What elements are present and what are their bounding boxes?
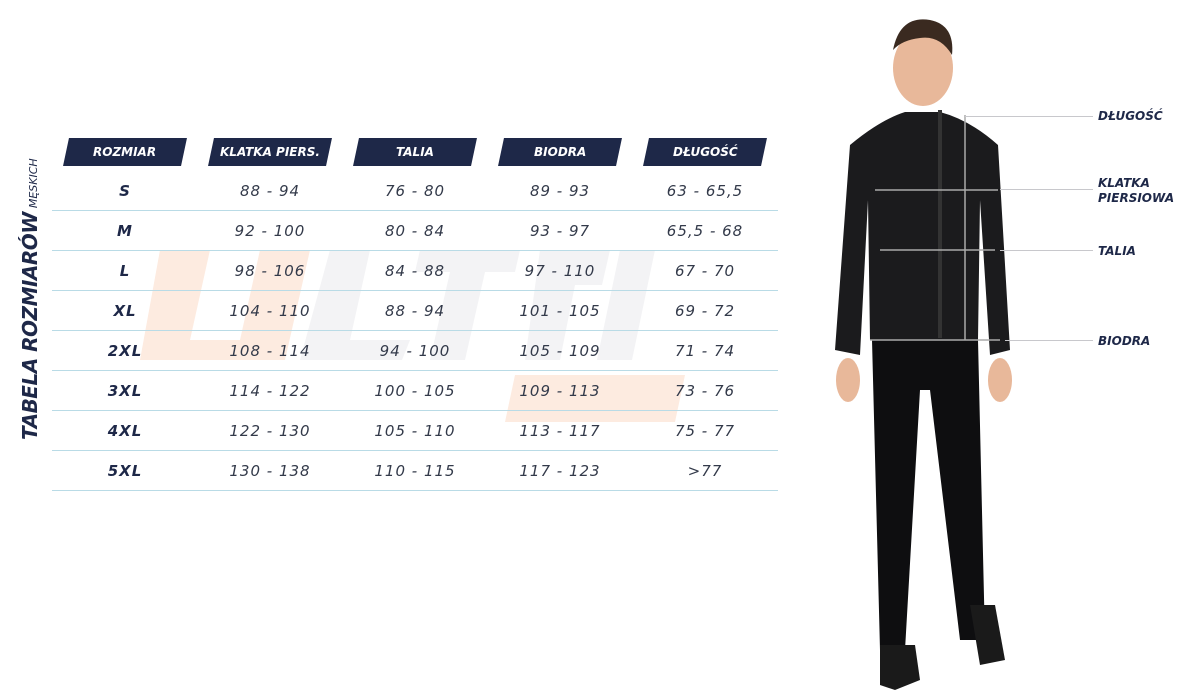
- measure-cell: 114 - 122: [229, 382, 311, 400]
- measure-cell: 73 - 76: [674, 382, 736, 400]
- page-title: TABELA ROZMIARÓW MĘSKICH: [18, 158, 42, 440]
- measure-cell: 89 - 93: [529, 182, 591, 200]
- measure-cell: 88 - 94: [384, 302, 446, 320]
- column-header-label: KLATKA PIERS.: [220, 145, 320, 159]
- measure-cell: 93 - 97: [529, 222, 591, 240]
- measure-cell: 113 - 117: [519, 422, 601, 440]
- size-cell: XL: [113, 302, 137, 320]
- row-divider: [52, 250, 778, 251]
- measure-cell: >77: [687, 462, 723, 480]
- measure-cell: 105 - 109: [519, 342, 601, 360]
- measure-cell: 92 - 100: [234, 222, 306, 240]
- row-divider: [52, 330, 778, 331]
- leader-line: [965, 116, 1093, 117]
- row-divider: [52, 290, 778, 291]
- label-hips: BIODRA: [1098, 334, 1151, 348]
- size-cell: S: [119, 182, 131, 200]
- row-divider: [52, 490, 778, 491]
- column-header-label: BIODRA: [533, 145, 587, 159]
- title-sub: MĘSKICH: [27, 158, 40, 209]
- measure-cell: 117 - 123: [519, 462, 601, 480]
- measure-cell: 110 - 115: [374, 462, 456, 480]
- size-cell: 5XL: [107, 462, 143, 480]
- column-header-label: ROZMIAR: [93, 145, 157, 159]
- measure-cell: 104 - 110: [229, 302, 311, 320]
- leader-line: [1000, 250, 1093, 251]
- label-waist: TALIA: [1098, 244, 1136, 258]
- size-cell: M: [117, 222, 133, 240]
- column-header: BIODRA: [498, 138, 622, 166]
- label-chest: KLATKA PIERSIOWA: [1098, 176, 1175, 205]
- measure-cell: 98 - 106: [234, 262, 306, 280]
- measure-cell: 105 - 110: [374, 422, 456, 440]
- measure-cell: 69 - 72: [674, 302, 736, 320]
- measure-cell: 80 - 84: [384, 222, 446, 240]
- measure-cell: 97 - 110: [524, 262, 596, 280]
- measure-cell: 71 - 74: [674, 342, 736, 360]
- measure-cell: 63 - 65,5: [666, 182, 744, 200]
- measure-cell: 122 - 130: [229, 422, 311, 440]
- column-header-label: TALIA: [396, 145, 434, 159]
- leader-line: [1005, 340, 1093, 341]
- measure-cell: 108 - 114: [229, 342, 311, 360]
- column-header: KLATKA PIERS.: [208, 138, 332, 166]
- title-main: TABELA ROZMIARÓW: [18, 212, 42, 440]
- row-divider: [52, 410, 778, 411]
- measure-cell: 94 - 100: [379, 342, 451, 360]
- label-length: DŁUGOŚĆ: [1098, 109, 1163, 123]
- row-divider: [52, 370, 778, 371]
- measure-cell: 101 - 105: [519, 302, 601, 320]
- column-header-label: DŁUGOŚĆ: [672, 145, 738, 159]
- measure-cell: 76 - 80: [384, 182, 446, 200]
- column-header: DŁUGOŚĆ: [643, 138, 767, 166]
- measure-cell: 65,5 - 68: [666, 222, 744, 240]
- measure-cell: 88 - 94: [239, 182, 301, 200]
- model-photo: [835, 19, 1012, 690]
- measure-cell: 75 - 77: [674, 422, 736, 440]
- size-cell: 4XL: [107, 422, 143, 440]
- measure-cell: 109 - 113: [519, 382, 601, 400]
- column-header: TALIA: [353, 138, 477, 166]
- size-cell: 3XL: [107, 382, 143, 400]
- row-divider: [52, 210, 778, 211]
- column-header: ROZMIAR: [63, 138, 187, 166]
- size-cell: L: [119, 262, 131, 280]
- watermark-logo: [140, 250, 685, 422]
- measure-cell: 100 - 105: [374, 382, 456, 400]
- measure-cell: 130 - 138: [229, 462, 311, 480]
- measure-cell: 84 - 88: [384, 262, 446, 280]
- size-cell: 2XL: [107, 342, 143, 360]
- row-divider: [52, 450, 778, 451]
- leader-line: [1000, 189, 1093, 190]
- measure-cell: 67 - 70: [674, 262, 736, 280]
